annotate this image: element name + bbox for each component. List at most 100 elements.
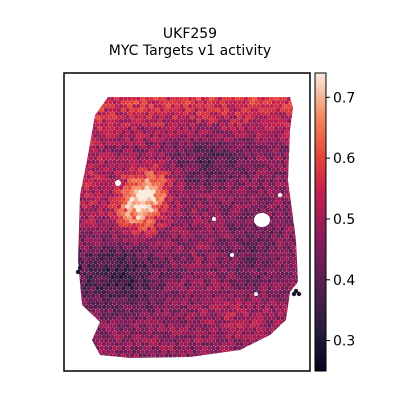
spot: [189, 115, 195, 120]
spot: [84, 289, 90, 295]
spot: [123, 193, 128, 198]
spot: [82, 137, 87, 142]
spot: [271, 115, 277, 120]
spot: [118, 319, 124, 325]
spot: [235, 245, 240, 250]
spot: [297, 271, 298, 276]
spot: [286, 304, 292, 310]
spot: [129, 330, 135, 336]
spot: [230, 267, 236, 273]
spot: [133, 182, 139, 187]
spot: [161, 252, 167, 258]
spot: [252, 349, 257, 354]
spot: [185, 152, 191, 157]
spot: [278, 297, 283, 302]
spot: [211, 323, 216, 328]
spot: [95, 353, 100, 358]
spot: [243, 111, 249, 116]
spot: [198, 293, 203, 299]
spot: [140, 312, 145, 317]
spot: [192, 163, 197, 168]
spot: [95, 97, 100, 98]
spot: [133, 152, 139, 157]
spot: [198, 137, 203, 142]
spot: [204, 245, 210, 250]
spot: [176, 152, 182, 157]
spot: [204, 103, 210, 109]
spot: [78, 163, 81, 168]
spot: [293, 345, 298, 351]
spot: [247, 148, 253, 154]
spot: [144, 103, 150, 109]
spot: [157, 118, 163, 124]
spot: [241, 241, 246, 247]
spot: [226, 170, 231, 176]
spot: [161, 282, 167, 287]
spot: [140, 155, 145, 161]
spot: [78, 345, 83, 351]
spot: [97, 111, 102, 116]
spot: [108, 308, 113, 314]
spot: [77, 265, 83, 271]
spot: [159, 234, 165, 239]
spot: [269, 178, 274, 183]
spot: [176, 293, 182, 299]
spot: [131, 252, 137, 258]
spot: [196, 118, 201, 124]
spot: [127, 222, 132, 228]
spot: [245, 308, 251, 314]
spot: [151, 301, 156, 306]
spot: [149, 267, 154, 273]
spot: [172, 308, 178, 314]
spot: [209, 193, 214, 198]
spot: [290, 185, 296, 191]
spot: [262, 226, 268, 232]
spot: [183, 237, 188, 243]
spot: [222, 97, 227, 101]
spot: [140, 178, 145, 183]
spot: [269, 118, 274, 124]
spot: [90, 315, 96, 321]
spot: [129, 293, 135, 299]
spot: [140, 349, 145, 354]
spot: [105, 133, 111, 139]
spot: [232, 100, 238, 105]
spot: [243, 341, 249, 347]
spot: [138, 286, 143, 291]
spot: [125, 323, 130, 328]
spot: [144, 237, 150, 243]
spot: [224, 189, 229, 194]
spot: [241, 278, 246, 284]
plot-area-frame: [63, 72, 311, 372]
spot: [101, 118, 107, 124]
spot: [93, 208, 98, 213]
spot: [155, 219, 160, 224]
spot: [131, 118, 137, 124]
spot: [278, 312, 283, 317]
spot: [172, 167, 178, 172]
spot: [127, 126, 132, 131]
spot: [267, 301, 272, 306]
spot: [123, 327, 128, 332]
spot: [179, 304, 184, 310]
spot: [151, 174, 156, 180]
spot: [179, 208, 184, 213]
spot: [293, 189, 298, 194]
spot: [282, 97, 287, 101]
spot: [157, 297, 163, 302]
spot: [260, 319, 266, 325]
spot: [88, 97, 94, 101]
spot: [204, 185, 210, 191]
spot: [226, 155, 231, 161]
spot: [207, 219, 212, 224]
spot: [217, 252, 223, 258]
spot: [222, 289, 227, 295]
spot: [93, 185, 98, 191]
spot: [290, 267, 296, 273]
spot: [226, 126, 231, 131]
spot: [90, 196, 96, 202]
spot: [101, 237, 107, 243]
spot: [213, 103, 219, 109]
spot: [241, 293, 246, 299]
spot: [108, 278, 113, 284]
